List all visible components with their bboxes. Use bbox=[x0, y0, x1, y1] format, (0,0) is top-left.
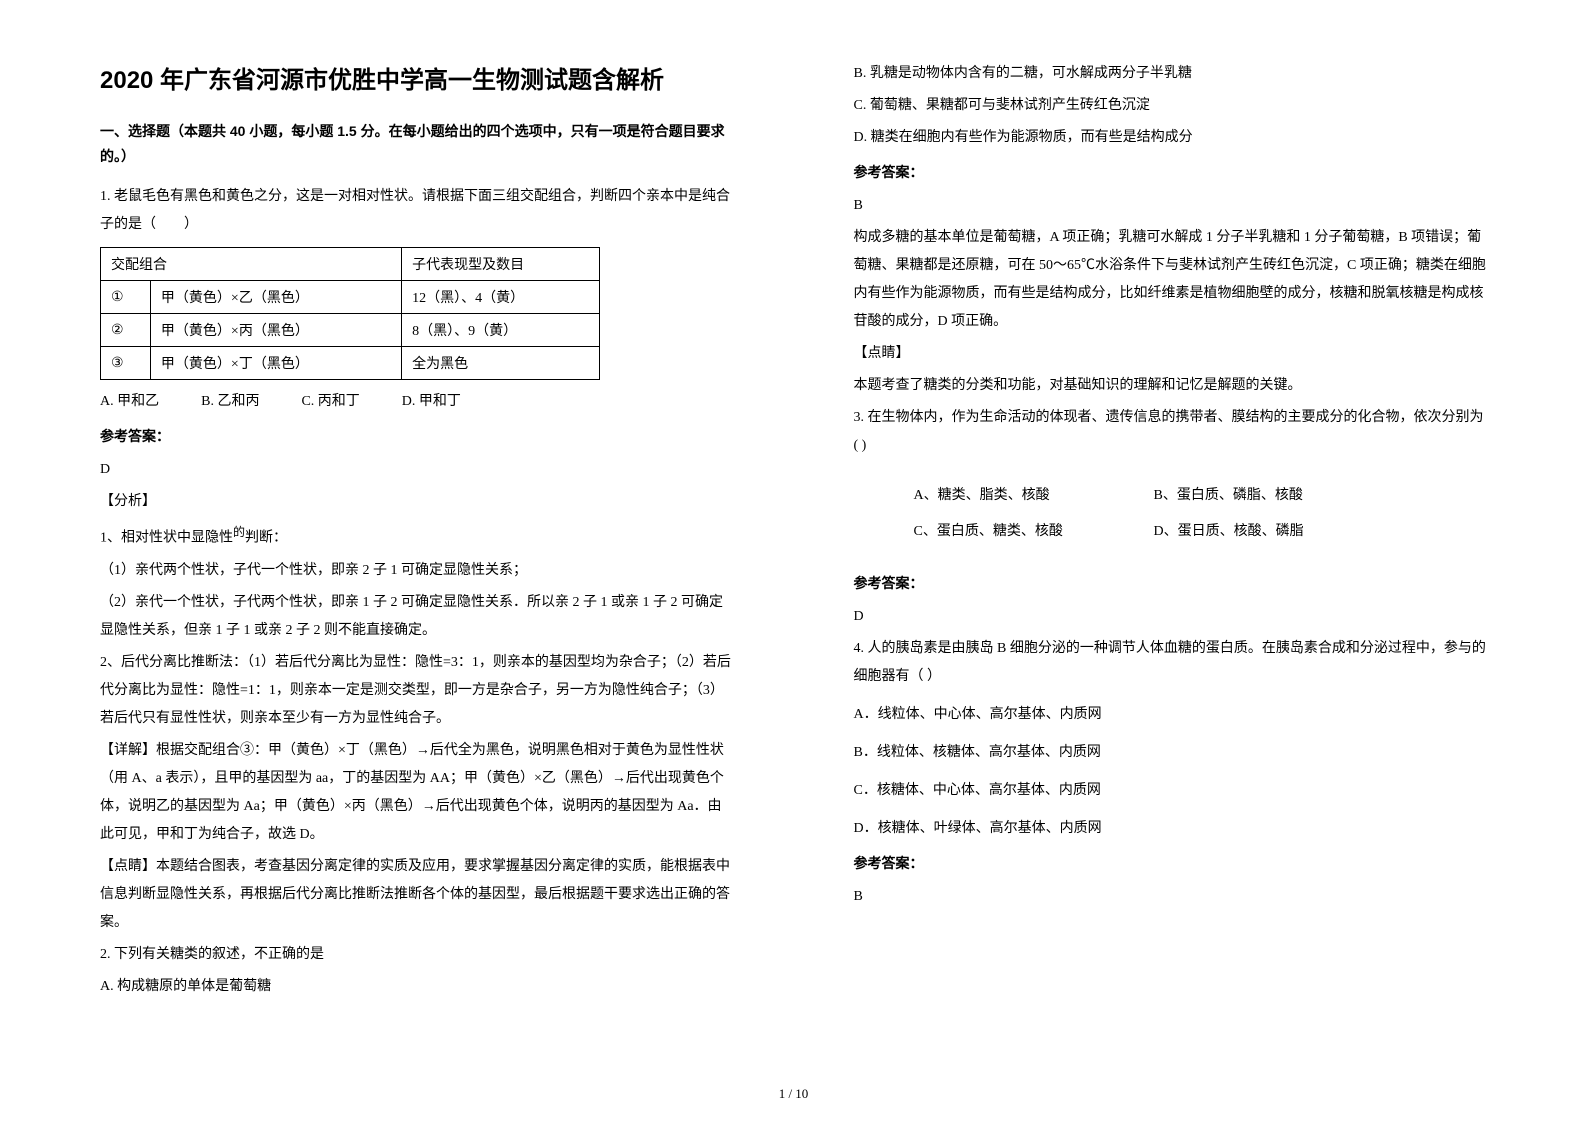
q2-answer: B bbox=[854, 192, 1488, 220]
table-header-cell: 交配组合 bbox=[101, 248, 402, 281]
q1-analysis-3: （2）亲代一个性状，子代两个性状，即亲 1 子 2 可确定显隐性关系．所以亲 2… bbox=[100, 589, 734, 645]
q2-explanation: 构成多糖的基本单位是葡萄糖，A 项正确；乳糖可水解成 1 分子半乳糖和 1 分子… bbox=[854, 224, 1488, 336]
table-row: ② 甲（黄色）×丙（黑色） 8（黑）、9（黄） bbox=[101, 314, 600, 347]
q3-option-b: B、蛋白质、磷脂、核酸 bbox=[1154, 478, 1394, 514]
q3-option-d: D、蛋日质、核酸、磷脂 bbox=[1154, 514, 1394, 550]
q1-analysis-4: 2、后代分离比推断法：（1）若后代分离比为显性：隐性=3：1，则亲本的基因型均为… bbox=[100, 649, 734, 733]
q4-answer: B bbox=[854, 883, 1488, 911]
q3-option-a: A、糖类、脂类、核酸 bbox=[914, 478, 1154, 514]
q2-stem: 2. 下列有关糖类的叙述，不正确的是 bbox=[100, 941, 734, 969]
table-cell: ② bbox=[101, 314, 151, 347]
q2-point-text: 本题考查了糖类的分类和功能，对基础知识的理解和记忆是解题的关键。 bbox=[854, 372, 1488, 400]
q2-option-a: A. 构成糖原的单体是葡萄糖 bbox=[100, 973, 734, 1001]
table-cell: 甲（黄色）×丁（黑色） bbox=[150, 347, 401, 380]
q4-option-c: C．核糖体、中心体、高尔基体、内质网 bbox=[854, 777, 1488, 805]
q4-option-b: B．线粒体、核糖体、高尔基体、内质网 bbox=[854, 739, 1488, 767]
q4-option-d: D．核糖体、叶绿体、高尔基体、内质网 bbox=[854, 815, 1488, 843]
table-row: ① 甲（黄色）×乙（黑色） 12（黑）、4（黄） bbox=[101, 281, 600, 314]
table-cell: 甲（黄色）×乙（黑色） bbox=[150, 281, 401, 314]
q3-options: A、糖类、脂类、核酸 B、蛋白质、磷脂、核酸 C、蛋白质、糖类、核酸 D、蛋日质… bbox=[914, 478, 1488, 551]
q1-analysis-label: 【分析】 bbox=[100, 488, 734, 516]
q4-stem: 4. 人的胰岛素是由胰岛 B 细胞分泌的一种调节人体血糖的蛋白质。在胰岛素合成和… bbox=[854, 635, 1488, 691]
q2-point-label: 【点睛】 bbox=[854, 340, 1488, 368]
q2-option-c: C. 葡萄糖、果糖都可与斐林试剂产生砖红色沉淀 bbox=[854, 92, 1488, 120]
table-cell: 8（黑）、9（黄） bbox=[402, 314, 600, 347]
page-container: 2020 年广东省河源市优胜中学高一生物测试题含解析 一、选择题（本题共 40 … bbox=[0, 0, 1587, 1122]
q1-detail: 【详解】根据交配组合③：甲（黄色）×丁（黑色）→后代全为黑色，说明黑色相对于黄色… bbox=[100, 737, 734, 849]
option-row: C、蛋白质、糖类、核酸 D、蛋日质、核酸、磷脂 bbox=[914, 514, 1488, 550]
table-cell: 全为黑色 bbox=[402, 347, 600, 380]
table-header-cell: 子代表现型及数目 bbox=[402, 248, 600, 281]
q1-analysis-2: （1）亲代两个性状，子代一个性状，即亲 2 子 1 可确定显隐性关系； bbox=[100, 557, 734, 585]
answer-label: 参考答案： bbox=[854, 849, 1488, 877]
table-header-row: 交配组合 子代表现型及数目 bbox=[101, 248, 600, 281]
q1-stem: 1. 老鼠毛色有黑色和黄色之分，这是一对相对性状。请根据下面三组交配组合，判断四… bbox=[100, 183, 734, 239]
q1-analysis-1: 1、相对性状中显隐性的判断： bbox=[100, 520, 734, 553]
q1-answer: D bbox=[100, 456, 734, 484]
answer-label: 参考答案： bbox=[100, 422, 734, 450]
q1-analysis-1-prefix: 1、相对性状中显隐性 bbox=[100, 531, 233, 546]
left-column: 2020 年广东省河源市优胜中学高一生物测试题含解析 一、选择题（本题共 40 … bbox=[0, 0, 794, 1122]
q3-answer: D bbox=[854, 603, 1488, 631]
document-title: 2020 年广东省河源市优胜中学高一生物测试题含解析 bbox=[100, 60, 734, 95]
q1-options: A. 甲和乙 B. 乙和丙 C. 丙和丁 D. 甲和丁 bbox=[100, 388, 734, 416]
q2-option-d: D. 糖类在细胞内有些作为能源物质，而有些是结构成分 bbox=[854, 124, 1488, 152]
table-row: ③ 甲（黄色）×丁（黑色） 全为黑色 bbox=[101, 347, 600, 380]
table-cell: ① bbox=[101, 281, 151, 314]
table-cell: 甲（黄色）×丙（黑色） bbox=[150, 314, 401, 347]
table-cell: 12（黑）、4（黄） bbox=[402, 281, 600, 314]
q1-analysis-1-suffix: 判断： bbox=[245, 531, 287, 546]
q1-table: 交配组合 子代表现型及数目 ① 甲（黄色）×乙（黑色） 12（黑）、4（黄） ②… bbox=[100, 247, 600, 380]
table-cell: ③ bbox=[101, 347, 151, 380]
option-row: A、糖类、脂类、核酸 B、蛋白质、磷脂、核酸 bbox=[914, 478, 1488, 514]
q3-stem: 3. 在生物体内，作为生命活动的体现者、遗传信息的携带者、膜结构的主要成分的化合… bbox=[854, 404, 1488, 460]
page-number: 1 / 10 bbox=[779, 1086, 809, 1102]
q1-point: 【点睛】本题结合图表，考查基因分离定律的实质及应用，要求掌握基因分离定律的实质，… bbox=[100, 853, 734, 937]
q1-analysis-1-de: 的 bbox=[233, 525, 245, 539]
q3-option-c: C、蛋白质、糖类、核酸 bbox=[914, 514, 1154, 550]
q2-option-b: B. 乳糖是动物体内含有的二糖，可水解成两分子半乳糖 bbox=[854, 60, 1488, 88]
answer-label: 参考答案： bbox=[854, 158, 1488, 186]
section-1-header: 一、选择题（本题共 40 小题，每小题 1.5 分。在每小题给出的四个选项中，只… bbox=[100, 119, 734, 169]
q4-option-a: A．线粒体、中心体、高尔基体、内质网 bbox=[854, 701, 1488, 729]
answer-label: 参考答案： bbox=[854, 569, 1488, 597]
right-column: B. 乳糖是动物体内含有的二糖，可水解成两分子半乳糖 C. 葡萄糖、果糖都可与斐… bbox=[794, 0, 1587, 1122]
